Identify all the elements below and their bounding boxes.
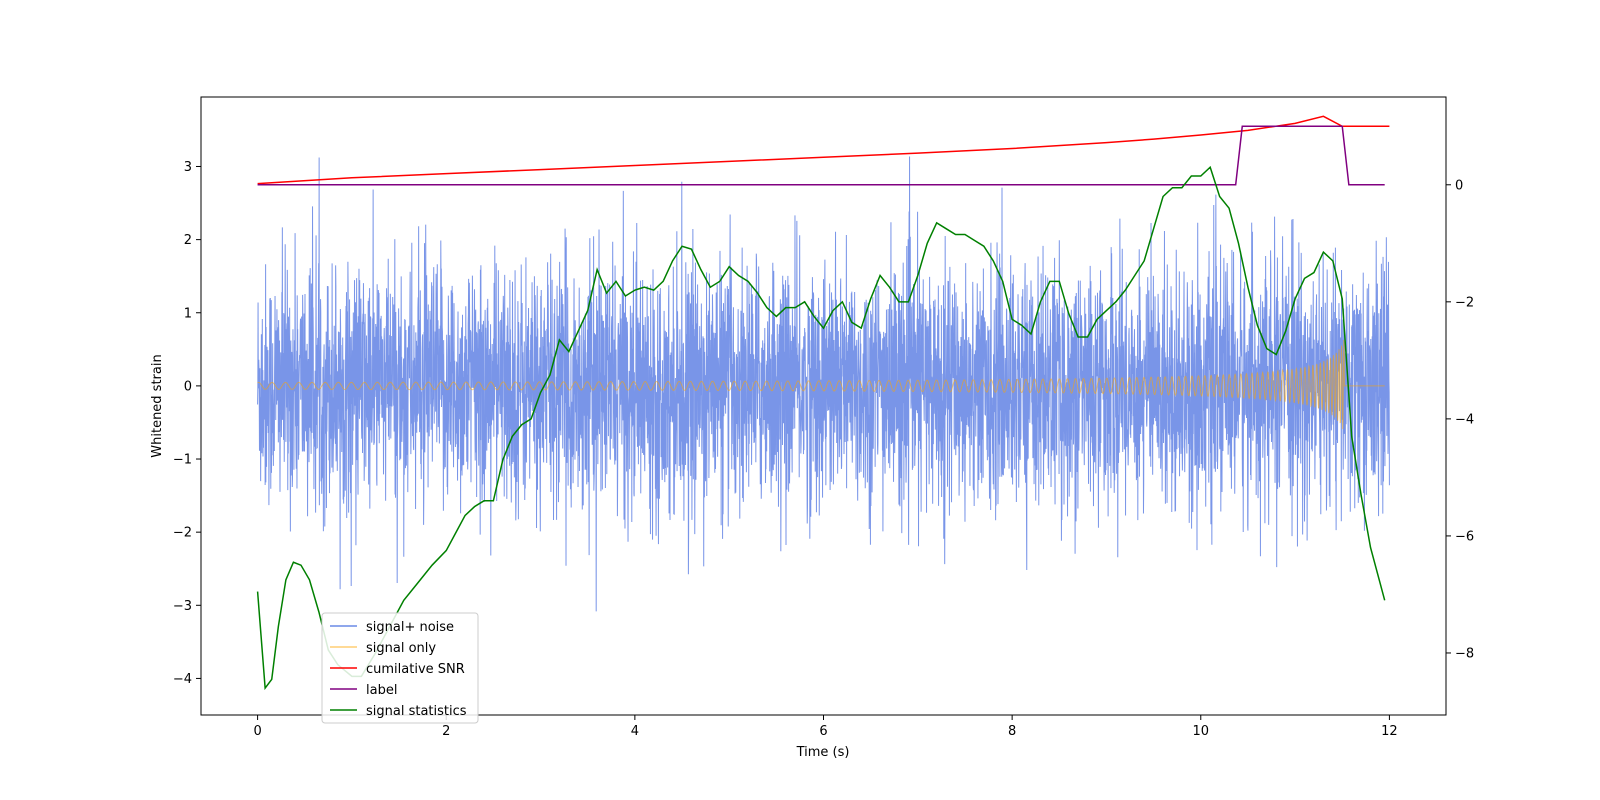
- y-tick-label: −2: [173, 526, 192, 541]
- y-axis-label: Whitened strain: [150, 354, 165, 457]
- legend: signal+ noise signal only cumilative SNR…: [321, 612, 479, 724]
- y-tick-label: 1: [184, 306, 192, 321]
- series-cumulative-snr-line: [257, 115, 1390, 185]
- y2-axis-ticks: −8 −6 −4 −2 0: [1446, 178, 1474, 661]
- x-tick-label: 0: [253, 724, 261, 739]
- x-axis-label: Time (s): [796, 745, 850, 760]
- x-tick-label: 12: [1381, 724, 1398, 739]
- series-signal-plus-noise-line: [257, 156, 1390, 612]
- legend-entry: signal statistics: [330, 704, 467, 719]
- y-axis-ticks: −4 −3 −2 −1 0 1 2 3: [173, 160, 201, 687]
- x-tick-label: 8: [1008, 724, 1016, 739]
- x-tick-label: 6: [819, 724, 827, 739]
- x-tick-label: 2: [442, 724, 450, 739]
- y2-tick-label: −6: [1455, 529, 1474, 544]
- x-tick-label: 4: [631, 724, 639, 739]
- legend-label-signal-only: signal only: [366, 641, 436, 656]
- y-tick-label: 2: [184, 233, 192, 248]
- y2-tick-label: −2: [1455, 295, 1474, 310]
- legend-label-signal-statistics: signal statistics: [366, 704, 467, 719]
- y2-tick-label: −8: [1455, 646, 1474, 661]
- legend-entry: label: [330, 683, 397, 698]
- y-tick-label: 3: [184, 160, 192, 175]
- plot-area: [256, 115, 1390, 691]
- y-tick-label: −4: [173, 672, 192, 687]
- y2-tick-label: −4: [1455, 412, 1474, 427]
- legend-label-cumulative-snr: cumilative SNR: [366, 662, 465, 677]
- series-label-line: [257, 125, 1385, 186]
- series-signal-only-line: [257, 340, 1385, 430]
- legend-box: [321, 612, 479, 724]
- series-signal-statistics-line: [256, 165, 1386, 691]
- y-tick-label: −1: [173, 453, 192, 468]
- legend-label-signal-plus-noise: signal+ noise: [366, 620, 454, 635]
- x-tick-label: 10: [1192, 724, 1209, 739]
- legend-label-label: label: [366, 683, 397, 698]
- y-tick-label: 0: [184, 379, 192, 394]
- y2-tick-label: 0: [1455, 178, 1463, 193]
- legend-entry: signal+ noise: [330, 620, 454, 635]
- legend-entry: cumilative SNR: [330, 662, 465, 677]
- legend-entry: signal only: [330, 641, 436, 656]
- y-tick-label: −3: [173, 599, 192, 614]
